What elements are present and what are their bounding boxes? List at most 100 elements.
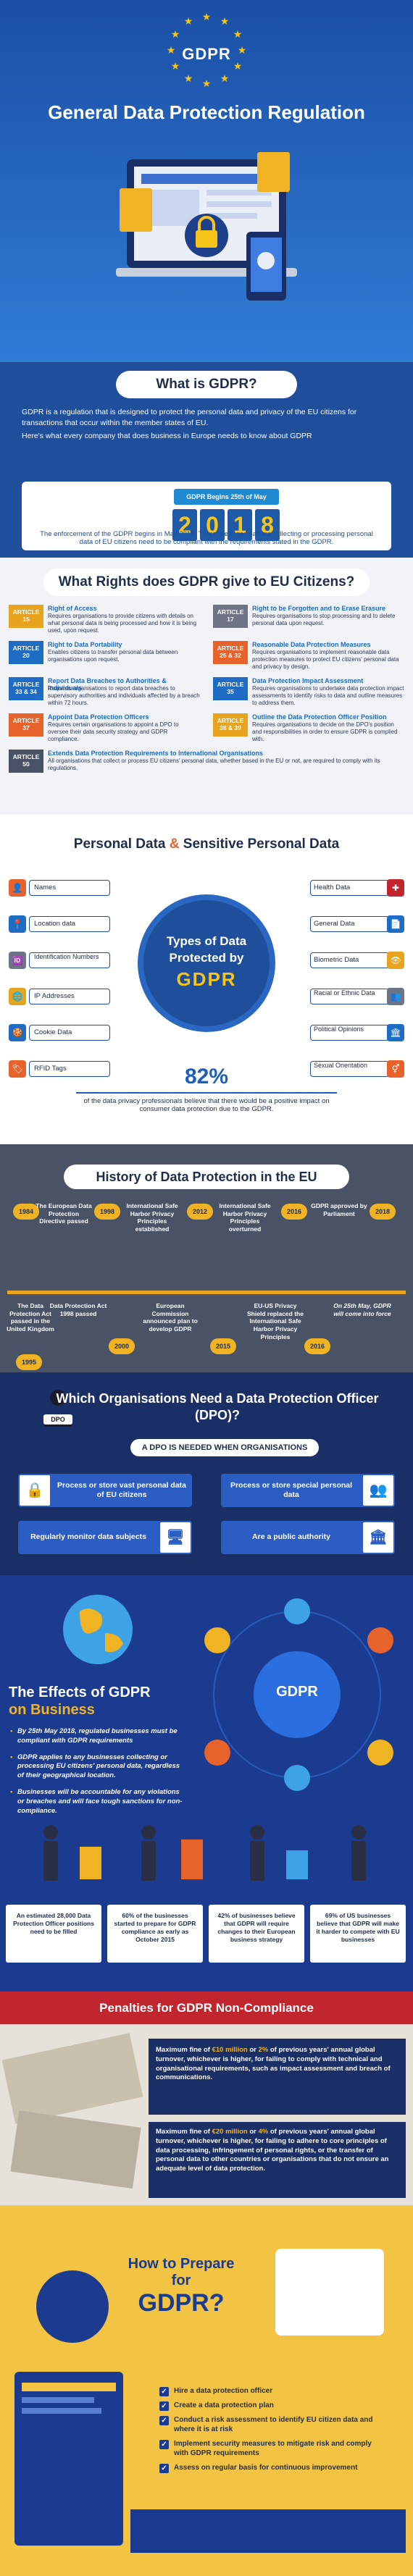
personal-data-label: Names bbox=[29, 880, 110, 896]
dpo-criterion-box: 🖥 Regularly monitor data subjects bbox=[18, 1521, 192, 1554]
dpo-criterion-text: Process or store special personal data bbox=[230, 1480, 353, 1499]
government-icon: 🏛 bbox=[362, 1521, 395, 1554]
svg-text:★: ★ bbox=[220, 16, 230, 28]
effects-bullet: GDPR applies to any businesses collectin… bbox=[10, 1753, 184, 1781]
penalty-2-amount: €20 million bbox=[212, 2128, 248, 2136]
dpo-criterion-text: Are a public authority bbox=[252, 1532, 330, 1542]
sensitive-data-label: Racial or Ethnic Data bbox=[310, 989, 391, 1004]
dpo-section: DPO Which Organisations Need a Data Prot… bbox=[0, 1372, 413, 1575]
svg-text:★: ★ bbox=[171, 29, 180, 41]
effects-title-line-2: on Business bbox=[9, 1702, 95, 1718]
circle-line-1: Types of Data bbox=[166, 934, 247, 948]
article-badge: ARTICLE 15 bbox=[9, 605, 43, 628]
article-badge: ARTICLE 17 bbox=[213, 605, 248, 628]
lock-icon: 🔒 bbox=[18, 1474, 51, 1507]
timeline-event: European Commission announced plan to de… bbox=[143, 1302, 198, 1333]
personal-data-title-b: Sensitive Personal Data bbox=[183, 836, 340, 852]
penalty-2-text-a: Maximum fine of bbox=[156, 2128, 212, 2136]
right-description: Requires organisations to provide citize… bbox=[48, 613, 197, 634]
checkmark-icon: ✓ bbox=[159, 2416, 169, 2425]
effects-stat-card: An estimated 28,000 Data Protection Offi… bbox=[6, 1905, 101, 1963]
gdpr-begins-label: GDPR Begins 25th of May bbox=[174, 489, 279, 505]
sensitive-data-icon: 👁 bbox=[387, 952, 404, 969]
timeline-year: 2000 bbox=[109, 1338, 135, 1354]
timeline-line bbox=[7, 1291, 406, 1294]
checklist-item-text: Implement security measures to mitigate … bbox=[174, 2440, 372, 2457]
personal-data-title: Personal Data & Sensitive Personal Data bbox=[0, 836, 413, 852]
header-logo-text: GDPR bbox=[182, 45, 231, 63]
timeline-year: 2012 bbox=[187, 1204, 213, 1220]
sensitive-data-icon: 📄 bbox=[387, 915, 404, 933]
what-intro: GDPR is a regulation that is designed to… bbox=[22, 408, 357, 428]
effects-stat-card: 69% of US businesses believe that GDPR w… bbox=[310, 1905, 406, 1963]
title-ampersand: & bbox=[165, 836, 183, 852]
sensitive-data-label: General Data bbox=[310, 916, 391, 932]
prepare-title-line-1: How to Prepare bbox=[128, 2256, 235, 2272]
laptop-lock-illustration bbox=[116, 152, 297, 301]
effects-title-line-1: The Effects of GDPR bbox=[9, 1685, 151, 1700]
right-title: Appoint Data Protection Officers bbox=[48, 713, 149, 721]
checkmark-icon: ✓ bbox=[159, 2387, 169, 2396]
money-background-illustration bbox=[0, 2024, 413, 2205]
history-title: History of Data Protection in the EU bbox=[64, 1165, 349, 1189]
penalty-tier-2: Maximum fine of €20 million or 4% of pre… bbox=[156, 2128, 402, 2174]
right-title: Right to Data Portability bbox=[48, 641, 122, 648]
what-is-gdpr-title: What is GDPR? bbox=[116, 371, 297, 398]
rights-title: What Rights does GDPR give to EU Citizen… bbox=[43, 569, 370, 596]
types-of-data-circle bbox=[138, 894, 275, 1032]
dpo-person-icon: DPO bbox=[40, 1387, 76, 1430]
timeline-year: 2015 bbox=[210, 1338, 236, 1354]
effects-hub-label: GDPR bbox=[276, 1684, 318, 1700]
year-digit: 0 bbox=[200, 509, 225, 541]
penalty-1-amount: €10 million bbox=[212, 2046, 248, 2054]
svg-text:★: ★ bbox=[233, 29, 243, 41]
timeline-event: International Safe Harbor Privacy Princi… bbox=[126, 1202, 178, 1233]
timeline-year: 1995 bbox=[16, 1354, 42, 1370]
penalty-1-text-e: of previous years' annual global turnove… bbox=[156, 2046, 391, 2082]
right-title: Outline the Data Protection Officer Posi… bbox=[252, 713, 387, 721]
sensitive-data-label: Health Data bbox=[310, 880, 391, 896]
sensitive-data-label: Political Opinions bbox=[310, 1025, 391, 1041]
right-description: Requires organisations to report data br… bbox=[48, 685, 200, 706]
checklist-item-text: Assess on regular basis for continuous i… bbox=[174, 2464, 358, 2472]
effects-bullet: Businesses will be accountable for any v… bbox=[10, 1788, 184, 1816]
checklist-item: ✓ Create a data protection plan bbox=[159, 2401, 377, 2411]
svg-text:★: ★ bbox=[184, 73, 193, 85]
sensitive-data-label: Sexual Orientation bbox=[310, 1061, 391, 1077]
checkmark-icon: ✓ bbox=[159, 2401, 169, 2411]
checklist-item: ✓ Hire a data protection officer bbox=[159, 2386, 377, 2396]
effects-stat-card: 60% of the businesses started to prepare… bbox=[107, 1905, 203, 1963]
penalty-1-text-a: Maximum fine of bbox=[156, 2046, 212, 2054]
prepare-title-line-2: for bbox=[171, 2273, 191, 2288]
timeline-event: The Data Protection Act passed in the Un… bbox=[7, 1302, 54, 1333]
rights-section: What Rights does GDPR give to EU Citizen… bbox=[0, 558, 413, 815]
personal-data-icon: 📍 bbox=[9, 915, 26, 933]
dpo-icon-label: DPO bbox=[51, 1416, 65, 1423]
personal-data-icon: 🆔 bbox=[9, 952, 26, 969]
personal-data-icon: 🏷 bbox=[9, 1060, 26, 1078]
prepare-title: How to Prepare for GDPR? bbox=[101, 2256, 261, 2317]
right-title: Right to be Forgotten and to Erase Erasu… bbox=[252, 605, 386, 612]
timeline-event: The European Data Protection Directive p… bbox=[36, 1202, 92, 1225]
timeline-event: On 25th May, GDPR will come into force bbox=[333, 1302, 391, 1317]
timeline-year: 1998 bbox=[94, 1204, 120, 1220]
personal-data-title-a: Personal Data bbox=[73, 836, 166, 852]
article-badge: ARTICLE 35 bbox=[213, 677, 248, 700]
sensitive-data-label: Biometric Data bbox=[310, 952, 391, 968]
checklist-item-text: Conduct a risk assessment to identify EU… bbox=[174, 2416, 373, 2433]
article-badge: ARTICLE 37 bbox=[9, 713, 43, 737]
personal-data-label: RFID Tags bbox=[29, 1061, 110, 1077]
sensitive-data-icon: 🏛 bbox=[387, 1024, 404, 1041]
checklist-item: ✓ Conduct a risk assessment to identify E… bbox=[159, 2415, 377, 2434]
personal-data-label: IP Addresses bbox=[29, 989, 110, 1004]
checklist-item-text: Create a data protection plan bbox=[174, 2401, 274, 2409]
right-description: Requires certain organisations to appoin… bbox=[48, 721, 179, 742]
sensitive-data-icon: ⚥ bbox=[387, 1060, 404, 1078]
svg-text:★: ★ bbox=[184, 16, 193, 28]
checkmark-icon: ✓ bbox=[159, 2464, 169, 2473]
history-section: History of Data Protection in the EU 198… bbox=[0, 1144, 413, 1372]
timeline-event: Data Protection Act 1998 passed bbox=[49, 1302, 107, 1317]
globe-icon bbox=[63, 1595, 133, 1664]
prepare-title-line-3: GDPR? bbox=[138, 2289, 225, 2317]
stat-82-description: of the data privacy professionals believ… bbox=[76, 1092, 337, 1113]
